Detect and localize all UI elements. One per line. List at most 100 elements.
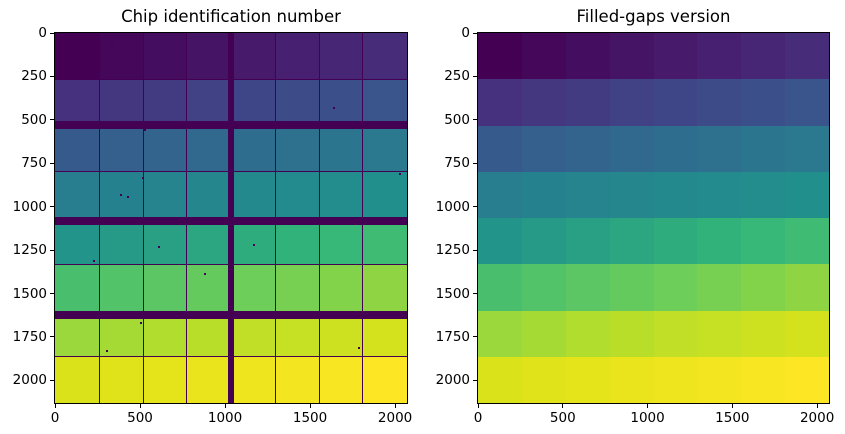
- chip-cell: [143, 356, 187, 403]
- chip-cell: [275, 79, 319, 126]
- chip-cell: [785, 79, 829, 126]
- y-tick-label: 1750: [12, 328, 47, 345]
- x-tick-label: 1500: [715, 410, 750, 426]
- y-tick-label: 1250: [435, 242, 470, 259]
- chip-cell: [99, 33, 143, 80]
- chip-cell: [741, 125, 786, 172]
- chip-cell: [653, 79, 698, 126]
- y-tick-label: 1500: [12, 285, 47, 302]
- chip-cell: [653, 33, 698, 80]
- chip-cell: [565, 33, 610, 80]
- y-tick-label: 250: [444, 68, 470, 85]
- y-tick-label: 0: [461, 25, 470, 41]
- y-tick-mark: [473, 119, 477, 121]
- chip-id-heatmap-axes: Chip identification number 0 500 1000 1500 2…: [13, 7, 413, 426]
- right-plot-title: Filled-gaps version: [576, 7, 731, 26]
- chip-cell: [478, 356, 522, 403]
- y-tick-mark: [50, 32, 54, 34]
- chip-cell: [478, 125, 522, 172]
- chip-cell: [565, 79, 610, 126]
- chip-cell: [319, 79, 363, 126]
- y-tick-mark: [50, 336, 54, 338]
- filled-gaps-heatmap-axes: Filled-gaps version 0 500 1000 1500 2000 0 250…: [436, 7, 835, 426]
- chip-cell: [187, 125, 231, 172]
- y-tick-mark: [50, 162, 54, 164]
- chip-cell: [143, 264, 187, 311]
- y-tick-mark: [50, 119, 54, 121]
- chip-cell: [785, 310, 829, 357]
- x-tick-mark: [309, 404, 311, 408]
- y-tick-mark: [50, 249, 54, 251]
- x-tick-mark: [477, 404, 479, 408]
- chip-cell: [521, 218, 566, 265]
- chip-cell: [275, 310, 319, 357]
- chip-cell: [55, 33, 99, 80]
- x-tick-label: 500: [127, 410, 153, 426]
- chip-cell: [478, 218, 522, 265]
- chip-cell: [565, 310, 610, 357]
- chip-cell: [99, 218, 143, 265]
- chip-cell: [319, 356, 363, 403]
- chip-cell: [231, 125, 275, 172]
- chip-cell: [609, 218, 654, 265]
- chip-cell: [741, 310, 786, 357]
- chip-cell: [565, 125, 610, 172]
- chip-cell: [99, 264, 143, 311]
- chip-cell: [653, 310, 698, 357]
- x-tick-mark: [816, 404, 818, 408]
- chip-cell: [187, 218, 231, 265]
- chip-cell: [565, 218, 610, 265]
- x-tick-label: 2000: [799, 410, 835, 426]
- y-tick-label: 2000: [12, 372, 47, 389]
- chip-cell: [143, 218, 187, 265]
- x-tick-mark: [139, 404, 141, 408]
- chip-cell: [275, 171, 319, 218]
- chip-cell: [319, 125, 363, 172]
- chip-cell: [363, 218, 407, 265]
- chip-cell: [275, 33, 319, 80]
- chip-cell: [55, 79, 99, 126]
- chip-cell: [785, 356, 829, 403]
- chip-cell: [143, 33, 187, 80]
- chip-cell: [55, 218, 99, 265]
- chip-cell: [565, 171, 610, 218]
- chip-cell: [609, 264, 654, 311]
- chip-cell: [231, 33, 275, 80]
- x-tick-label: 0: [473, 410, 483, 426]
- chip-cell: [275, 125, 319, 172]
- chip-cell: [99, 79, 143, 126]
- chip-cell: [609, 79, 654, 126]
- chip-cell: [55, 264, 99, 311]
- x-tick-label: 1000: [207, 410, 243, 426]
- chip-cell: [565, 356, 610, 403]
- y-tick-label: 750: [444, 155, 470, 172]
- chip-cell: [187, 310, 231, 357]
- chip-cell: [363, 356, 407, 403]
- chip-cell: [653, 264, 698, 311]
- chip-cell: [275, 356, 319, 403]
- y-tick-mark: [473, 75, 477, 77]
- y-tick-mark: [473, 293, 477, 295]
- chip-cell: [697, 356, 742, 403]
- chip-cell: [609, 356, 654, 403]
- chip-cell: [653, 356, 698, 403]
- y-tick-label: 1250: [12, 242, 47, 259]
- chip-cell: [521, 171, 566, 218]
- chip-cell: [785, 218, 829, 265]
- chip-cell: [363, 310, 407, 357]
- chip-cell: [785, 33, 829, 80]
- chip-cell: [478, 171, 522, 218]
- chip-cell: [55, 356, 99, 403]
- y-tick-mark: [50, 293, 54, 295]
- chip-cell: [187, 356, 231, 403]
- chip-cell: [363, 79, 407, 126]
- y-tick-mark: [473, 379, 477, 381]
- y-tick-label: 1500: [435, 285, 470, 302]
- y-tick-mark: [473, 32, 477, 34]
- y-tick-label: 1000: [435, 198, 470, 215]
- chip-cell: [231, 218, 275, 265]
- chip-cell: [697, 79, 742, 126]
- chip-cell: [785, 171, 829, 218]
- x-tick-label: 0: [50, 410, 60, 426]
- chip-cell: [55, 310, 99, 357]
